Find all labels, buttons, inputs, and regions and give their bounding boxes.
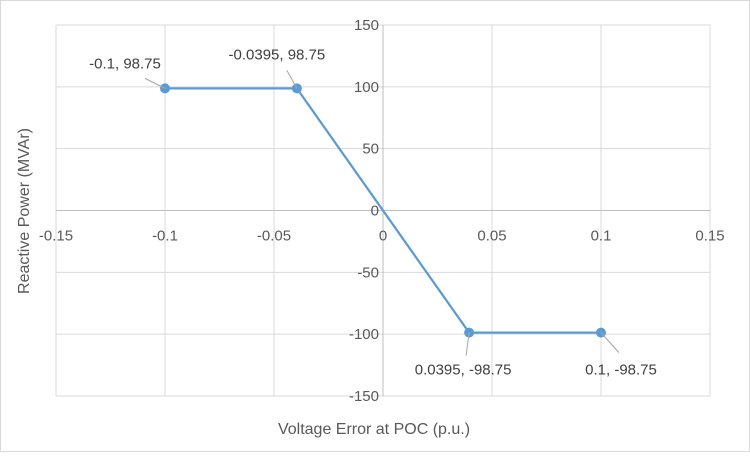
y-tick-label: -100 — [349, 326, 379, 343]
x-tick-label: 0.1 — [591, 228, 612, 245]
x-tick-label: -0.1 — [152, 228, 178, 245]
y-tick-label: 100 — [354, 79, 379, 96]
y-axis-title: Reactive Power (MVAr) — [16, 128, 33, 294]
data-label-leader — [465, 332, 470, 356]
data-label: -0.0395, 98.75 — [229, 46, 326, 63]
data-label-leader — [144, 77, 166, 89]
y-tick-label: -150 — [349, 388, 379, 405]
data-label-leader — [286, 70, 298, 89]
x-tick-label: -0.05 — [257, 228, 291, 245]
tick-labels: -0.15 -0.1 -0.05 0 0.05 0.1 0.15 150 100 50 0 -50 -1… — [39, 17, 725, 405]
series-line — [165, 87, 601, 334]
x-tick-label: 0 — [379, 228, 387, 245]
y-tick-label: 0 — [371, 203, 379, 220]
x-tick-label: 0.15 — [695, 228, 724, 245]
data-label: 0.0395, -98.75 — [415, 362, 512, 379]
y-tick-label: 50 — [362, 141, 379, 158]
y-tick-label: -50 — [357, 264, 379, 281]
data-label: -0.1, 98.75 — [89, 55, 161, 72]
x-tick-label: 0.05 — [477, 228, 506, 245]
data-label-leader — [600, 332, 620, 353]
y-tick-label: 150 — [354, 17, 379, 34]
data-labels: -0.1, 98.75 -0.0395, 98.75 0.0395, -98.75 0… — [89, 46, 657, 378]
x-tick-label: -0.15 — [39, 228, 73, 245]
x-axis-title: Voltage Error at POC (p.u.) — [278, 421, 470, 438]
data-label: 0.1, -98.75 — [585, 362, 657, 379]
